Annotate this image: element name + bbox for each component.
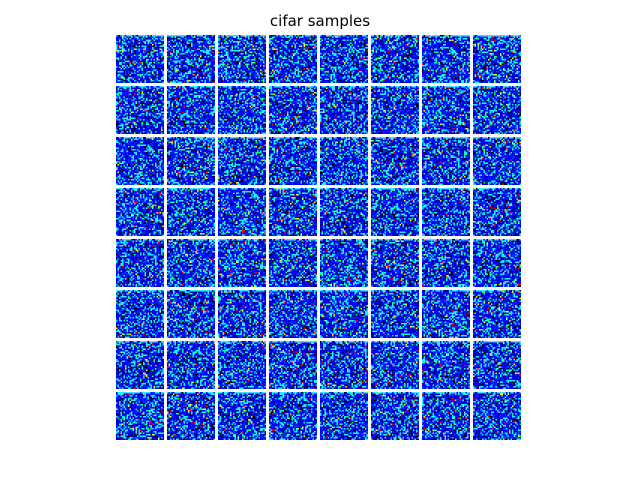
- sample-tile: [269, 290, 317, 338]
- sample-tile: [116, 137, 164, 185]
- sample-tile: [269, 86, 317, 134]
- sample-tile: [218, 188, 266, 236]
- sample-tile: [167, 290, 215, 338]
- sample-tile: [320, 341, 368, 389]
- sample-tile: [167, 188, 215, 236]
- sample-tile: [473, 86, 521, 134]
- sample-tile: [116, 188, 164, 236]
- sample-mosaic: [116, 35, 524, 441]
- sample-tile: [422, 392, 470, 440]
- sample-tile: [167, 239, 215, 287]
- figure-title: cifar samples: [0, 11, 640, 31]
- sample-tile: [320, 188, 368, 236]
- sample-tile: [473, 35, 521, 83]
- sample-tile: [371, 290, 419, 338]
- sample-tile: [167, 392, 215, 440]
- sample-tile: [116, 392, 164, 440]
- sample-tile: [320, 35, 368, 83]
- sample-tile: [320, 137, 368, 185]
- sample-tile: [422, 341, 470, 389]
- sample-tile: [371, 35, 419, 83]
- sample-tile: [269, 341, 317, 389]
- sample-tile: [116, 86, 164, 134]
- sample-tile: [167, 35, 215, 83]
- sample-tile: [422, 137, 470, 185]
- sample-tile: [320, 290, 368, 338]
- sample-tile: [269, 392, 317, 440]
- sample-tile: [371, 392, 419, 440]
- sample-tile: [473, 392, 521, 440]
- sample-tile: [116, 290, 164, 338]
- sample-tile: [269, 188, 317, 236]
- sample-tile: [218, 341, 266, 389]
- sample-tile: [473, 137, 521, 185]
- sample-tile: [371, 86, 419, 134]
- sample-tile: [218, 239, 266, 287]
- sample-tile: [371, 341, 419, 389]
- sample-tile: [422, 290, 470, 338]
- sample-tile: [218, 137, 266, 185]
- sample-tile: [320, 392, 368, 440]
- sample-tile: [422, 188, 470, 236]
- sample-tile: [422, 86, 470, 134]
- sample-tile: [116, 35, 164, 83]
- sample-tile: [371, 188, 419, 236]
- sample-tile: [218, 392, 266, 440]
- sample-tile: [473, 290, 521, 338]
- sample-tile: [320, 86, 368, 134]
- sample-tile: [422, 35, 470, 83]
- sample-tile: [473, 341, 521, 389]
- sample-tile: [320, 239, 368, 287]
- sample-tile: [269, 137, 317, 185]
- sample-tile: [218, 86, 266, 134]
- sample-tile: [116, 239, 164, 287]
- sample-tile: [269, 35, 317, 83]
- sample-tile: [371, 239, 419, 287]
- sample-tile: [218, 290, 266, 338]
- sample-tile: [269, 239, 317, 287]
- sample-tile: [473, 239, 521, 287]
- sample-tile: [167, 341, 215, 389]
- sample-tile: [422, 239, 470, 287]
- sample-tile: [116, 341, 164, 389]
- sample-tile: [473, 188, 521, 236]
- sample-tile: [371, 137, 419, 185]
- sample-tile: [167, 86, 215, 134]
- sample-tile: [167, 137, 215, 185]
- sample-tile: [218, 35, 266, 83]
